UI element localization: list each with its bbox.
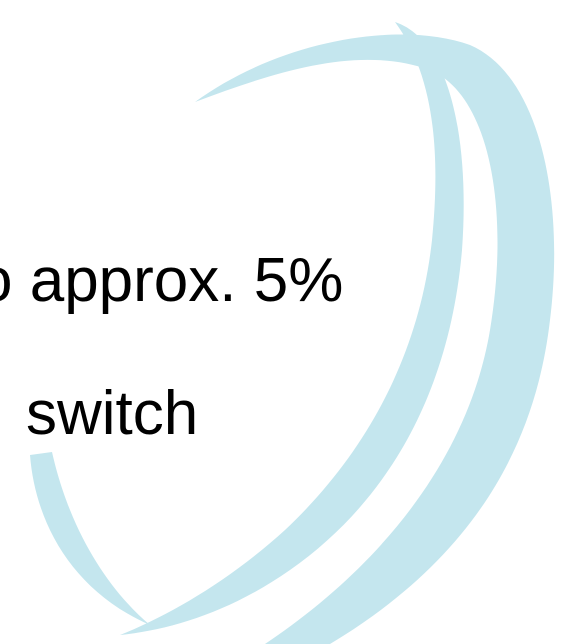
outer-arc <box>195 35 554 644</box>
slide: o approx. 5% switch <box>0 0 562 644</box>
text-line: o approx. 5% <box>0 250 343 312</box>
decorative-swoosh <box>0 0 562 644</box>
text-line: switch <box>26 383 198 445</box>
left-arc <box>30 452 150 625</box>
